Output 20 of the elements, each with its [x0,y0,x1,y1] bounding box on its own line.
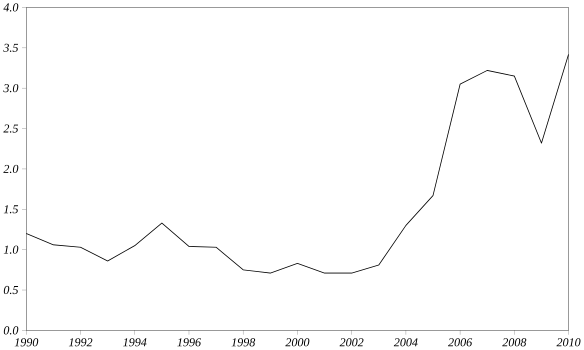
x-tick-label: 2006 [448,338,472,347]
x-tick-label: 1990 [14,338,38,347]
y-tick-label: 2.5 [3,124,18,133]
x-tick-label: 2000 [285,338,310,347]
y-tick-label: 2.0 [3,164,18,174]
y-tick-label: 0.0 [4,326,18,335]
y-tick-label: 4.0 [3,3,18,12]
x-tick-label: 1992 [68,338,92,346]
y-tick-label: 0.5 [4,286,18,294]
x-tick-label: 1996 [177,338,201,346]
x-tick-label: 2004 [394,338,418,347]
x-tick-label: 2010 [556,338,580,347]
y-tick-label: 1.5 [4,205,18,214]
y-tick-label: 3.0 [3,84,18,92]
y-tick-label: 1.0 [4,246,18,254]
x-tick-label: 2002 [340,338,364,347]
x-tick-label: 1994 [123,338,147,346]
y-tick-label: 3.5 [3,44,18,52]
x-tick-label: 1998 [232,338,256,347]
x-tick-label: 2008 [502,338,526,347]
